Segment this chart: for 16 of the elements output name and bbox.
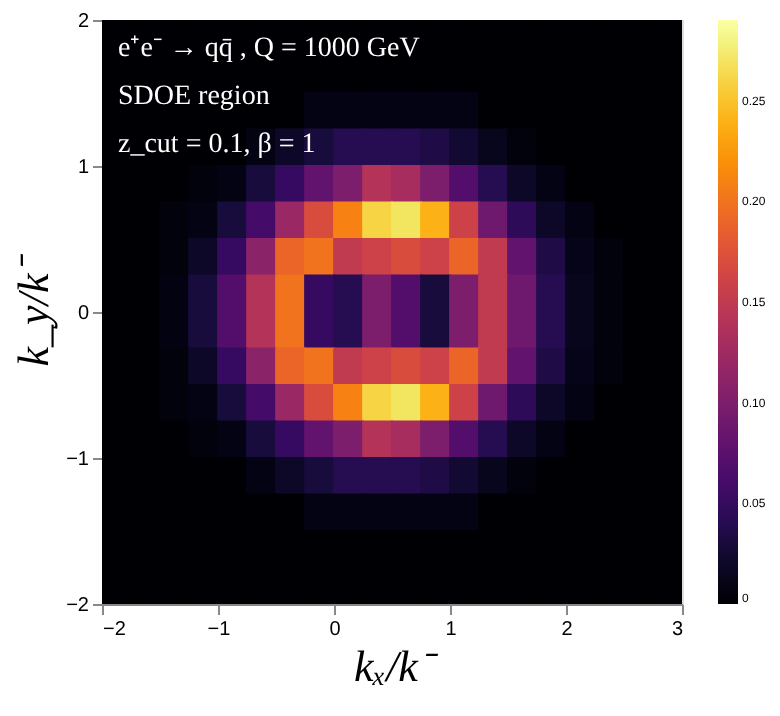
annotation: z_cut = 0.1, β = 1 — [118, 130, 316, 160]
annotation: SDOE region — [118, 82, 270, 112]
x-tick-label: 0 — [329, 619, 342, 641]
x-tick-label: −1 — [207, 619, 232, 641]
x-tick-label: 2 — [561, 619, 574, 641]
y-axis-title: k_y/k⁻ — [8, 251, 59, 367]
y-tick-label: −1 — [66, 449, 90, 471]
x-tick-label: 3 — [671, 619, 684, 641]
y-tick-label: −2 — [66, 595, 90, 617]
x-tick-label: 1 — [445, 619, 458, 641]
y-tick-label: 0 — [77, 303, 90, 325]
x-tick-label: −2 — [103, 619, 127, 641]
x-axis-title: kₓ/k⁻ — [354, 641, 440, 691]
y-tick-label: 1 — [77, 157, 90, 179]
chart-title: e⁺e⁻ → qq̄ , Q = 1000 GeV — [118, 34, 420, 64]
y-tick-label: 2 — [77, 11, 90, 33]
